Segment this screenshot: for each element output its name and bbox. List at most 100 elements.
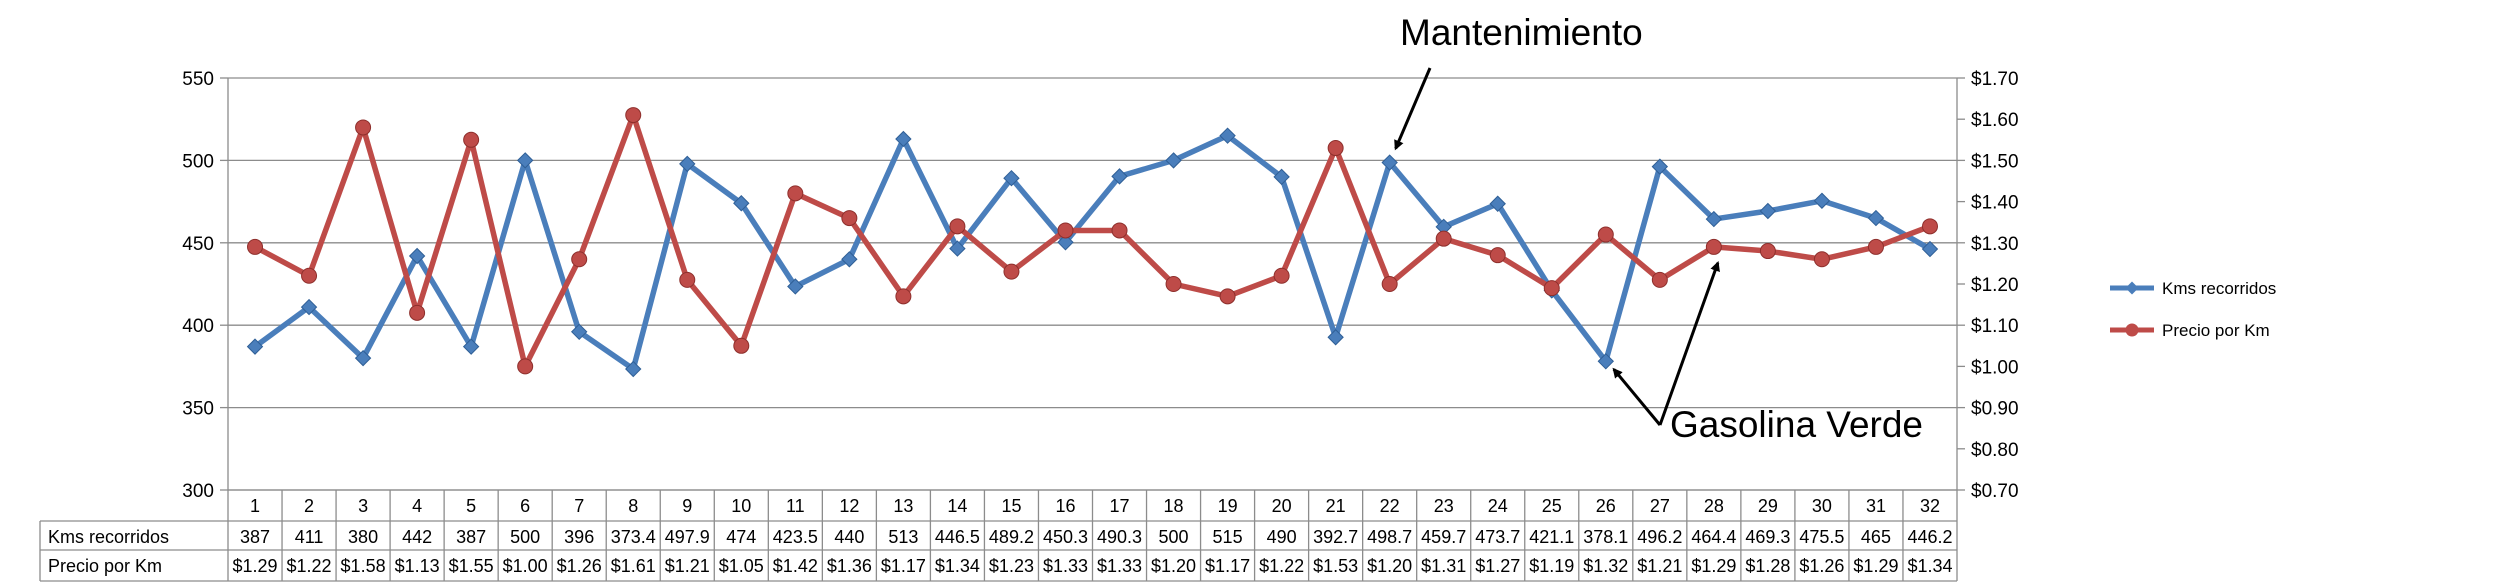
- point-marker: [1003, 263, 1020, 280]
- point-marker: [1921, 218, 1938, 235]
- point-marker: [1003, 169, 1020, 187]
- x-tick-label: 26: [1596, 496, 1616, 516]
- left-tick-label: 300: [182, 481, 214, 502]
- data-label: $1.21: [1637, 556, 1682, 576]
- data-label: 446.5: [935, 527, 980, 547]
- left-tick-label: 500: [182, 151, 214, 172]
- data-label: $1.23: [989, 556, 1034, 576]
- data-label: $1.05: [719, 556, 764, 576]
- data-label: $1.20: [1151, 556, 1196, 576]
- x-tick-label: 8: [628, 496, 638, 516]
- data-label: 423.5: [773, 527, 818, 547]
- point-marker: [1867, 209, 1885, 227]
- x-tick-label: 10: [731, 496, 751, 516]
- point-marker: [1381, 154, 1398, 171]
- data-label: $1.17: [881, 556, 926, 576]
- data-label: 450.3: [1043, 527, 1088, 547]
- data-label: 411: [295, 527, 324, 547]
- data-label: 392.7: [1313, 527, 1358, 547]
- point-marker: [409, 304, 426, 321]
- annotation-label: Gasolina Verde: [1670, 404, 1923, 445]
- data-label: 380: [348, 527, 378, 547]
- annotation-arrow: [1612, 367, 1662, 426]
- data-label: $1.33: [1043, 556, 1088, 576]
- data-label: $1.22: [1259, 556, 1304, 576]
- x-tick-label: 32: [1920, 496, 1940, 516]
- axes: 550 500 450 400 350 300 $1.70 $1.60 $1.50 $1.40 $1…: [182, 69, 2018, 502]
- data-label: 497.9: [665, 527, 710, 547]
- data-label: $1.26: [557, 556, 602, 576]
- data-label: $1.29: [1691, 556, 1736, 576]
- point-marker: [1165, 152, 1182, 169]
- data-label: 500: [1159, 527, 1189, 547]
- x-tick-label: 18: [1164, 496, 1184, 516]
- data-label: 515: [1213, 527, 1243, 547]
- point-marker: [787, 278, 804, 295]
- data-label: 387: [240, 527, 270, 547]
- x-tick-label: 6: [520, 496, 530, 516]
- data-table: 1 2 3 4 5 6 7 8 9 10 11 12 13 14 15 16 17 18 19 20 21 22 23 24 2…: [39, 489, 1958, 582]
- point-marker: [516, 152, 534, 169]
- data-label: $1.19: [1529, 556, 1574, 576]
- x-tick-label: 24: [1488, 496, 1508, 516]
- data-label: 469.3: [1745, 527, 1790, 547]
- legend-label: Precio por Km: [2162, 321, 2270, 340]
- data-label: $1.61: [611, 556, 656, 576]
- data-label: 489.2: [989, 527, 1034, 547]
- data-label: $1.20: [1367, 556, 1412, 576]
- x-tick-label: 30: [1812, 496, 1832, 516]
- x-tick-label: 17: [1110, 496, 1130, 516]
- series-line: [253, 112, 1931, 370]
- point-marker: [517, 358, 534, 375]
- point-marker: [1543, 280, 1560, 297]
- point-marker: [1111, 168, 1128, 185]
- x-tick-label: 7: [574, 496, 584, 516]
- right-tick-label: $1.50: [1971, 151, 2019, 172]
- point-marker: [1111, 222, 1128, 239]
- point-marker: [1219, 127, 1236, 144]
- data-label: 373.4: [611, 527, 656, 547]
- x-tick-label: 31: [1866, 496, 1886, 516]
- data-label: 474: [726, 527, 756, 547]
- x-tick-label: 5: [466, 496, 476, 516]
- data-label: $1.29: [232, 556, 277, 576]
- data-label: $1.53: [1313, 556, 1358, 576]
- right-tick-label: $1.10: [1971, 316, 2019, 337]
- data-label: 464.4: [1691, 527, 1736, 547]
- data-label: $1.27: [1475, 556, 1520, 576]
- point-marker: [1327, 140, 1344, 157]
- x-tick-label: 20: [1272, 496, 1292, 516]
- left-tick-label: 400: [182, 316, 214, 337]
- left-tick-label: 550: [182, 69, 214, 90]
- point-marker: [679, 271, 696, 288]
- point-marker: [1597, 226, 1614, 243]
- right-tick-label: $1.00: [1971, 357, 2019, 378]
- x-tick-label: 12: [839, 496, 859, 516]
- annotation-arrow: [1658, 261, 1720, 426]
- point-marker: [625, 360, 642, 378]
- point-marker: [1867, 238, 1884, 255]
- data-label: $1.00: [503, 556, 548, 576]
- right-tick-label: $1.60: [1971, 110, 2019, 131]
- annotation-label: Mantenimiento: [1400, 12, 1643, 53]
- data-label: $1.55: [449, 556, 494, 576]
- right-tick-label: $1.70: [1971, 69, 2019, 90]
- left-tick-label: 350: [182, 399, 214, 420]
- data-label: $1.33: [1097, 556, 1142, 576]
- right-tick-label: $0.80: [1971, 440, 2019, 461]
- point-marker: [1813, 251, 1830, 268]
- right-tick-label: $1.40: [1971, 193, 2019, 214]
- data-label: 500: [510, 527, 540, 547]
- point-marker: [1651, 271, 1668, 288]
- point-marker: [463, 131, 480, 148]
- point-marker: [571, 251, 588, 268]
- x-tick-label: 3: [358, 496, 368, 516]
- data-label: $1.36: [827, 556, 872, 576]
- data-label: $1.42: [773, 556, 818, 576]
- point-marker: [1489, 195, 1506, 212]
- data-label: $1.29: [1853, 556, 1898, 576]
- x-tick-label: 15: [1001, 496, 1021, 516]
- point-marker: [1759, 243, 1776, 260]
- point-marker: [1381, 276, 1398, 292]
- data-label: 378.1: [1583, 527, 1628, 547]
